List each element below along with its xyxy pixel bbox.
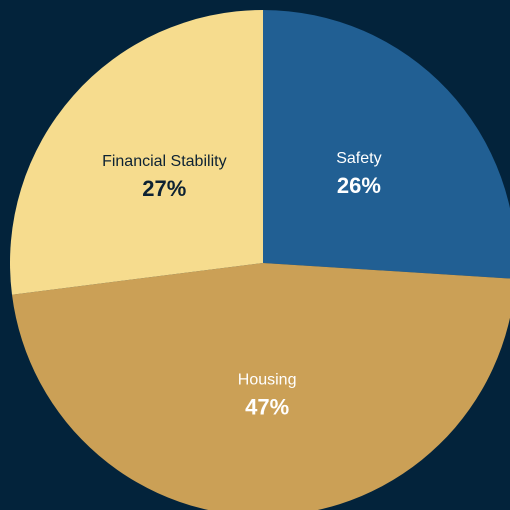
slice-name: Housing [238,372,297,389]
pie-slice [11,263,510,510]
pie-slice [9,10,263,295]
slice-value: 26% [337,173,381,198]
slice-value: 47% [245,394,289,419]
slice-name: Financial Stability [102,153,227,170]
pie-slice [263,10,510,279]
slice-name: Safety [336,150,381,167]
slice-value: 27% [142,176,186,201]
